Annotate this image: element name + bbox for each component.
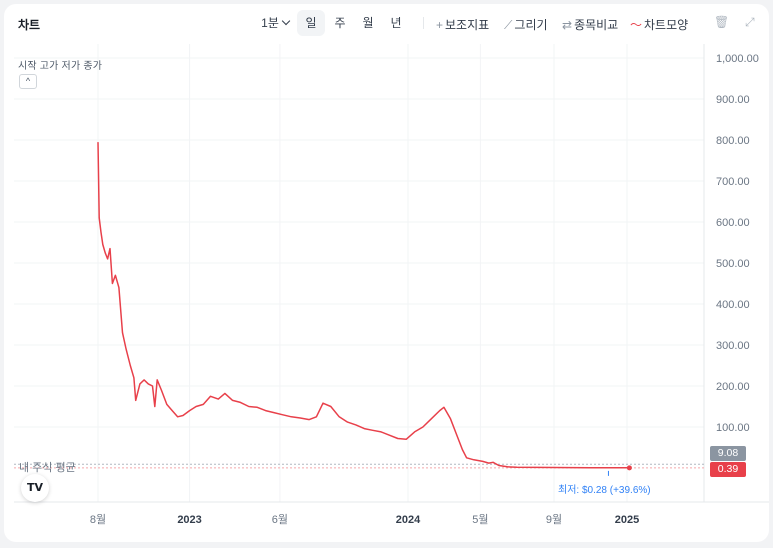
y-tick-label: 300.00 [716,340,750,352]
timeframe-year-tab[interactable]: 년 [390,16,402,30]
draw-button[interactable]: ⟋ 그리기 [504,16,548,33]
line-chart-icon: 〜 [630,18,643,32]
x-tick-label: 6월 [272,513,288,526]
x-tick-label: 9월 [546,513,562,526]
x-tick-label: 2023 [177,514,201,526]
swap-icon: ⇄ [562,18,573,32]
chart-header: 차트 1분 일 주 월 년 + 보조지표 ⟋ 그리기 ⇄ 종목비교 〜 차트모양 🗑 ⤢ [4,4,769,42]
chart-style-label: 차트모양 [644,18,689,32]
low-price-label: 최저: $0.28 (+39.6%) [558,485,651,496]
x-tick-label: 2024 [396,514,421,526]
draw-label: 그리기 [514,18,548,32]
y-tick-label: 500.00 [716,258,750,270]
timeframe-1min-dropdown[interactable]: 1분 [256,10,294,36]
x-tick-label: 2025 [615,514,639,526]
y-tick-label: 1,000.00 [716,53,759,65]
timeframe-week-tab[interactable]: 주 [334,16,346,30]
chart-title: 차트 [18,18,41,32]
x-tick-label: 5월 [472,513,488,526]
pencil-icon: ⟋ [504,18,513,32]
compare-button[interactable]: ⇄ 종목비교 [562,16,618,33]
compare-label: 종목비교 [574,18,619,32]
timeframe-1min-label: 1분 [261,16,279,30]
last-price-dot [626,465,632,471]
y-tick-label: 100.00 [716,422,750,434]
indicators-button[interactable]: + 보조지표 [436,16,489,33]
avg-price-badge: 9.08 [710,446,746,461]
y-tick-label: 700.00 [716,176,750,188]
tradingview-logo[interactable]: TV [21,474,49,502]
trash-icon[interactable]: 🗑 [714,15,730,29]
expand-icon[interactable]: ⤢ [745,15,755,29]
indicators-label: 보조지표 [445,18,490,32]
y-tick-label: 800.00 [716,135,750,147]
plus-icon: + [436,18,444,32]
timeframe-day-tab[interactable]: 일 [297,10,325,36]
price-chart[interactable]: 1,000.00 900.00 800.00 700.00 600.00 500.00 40… [4,4,769,542]
chart-style-button[interactable]: 〜 차트모양 [630,16,688,33]
price-series-line [97,142,630,469]
chart-card: 차트 1분 일 주 월 년 + 보조지표 ⟋ 그리기 ⇄ 종목비교 〜 차트모양 🗑 ⤢… [4,4,769,542]
chevron-up-icon: ^ [25,76,31,86]
y-tick-label: 200.00 [716,381,750,393]
avg-price-label: 내 주식 평균 [19,462,76,474]
timeframe-month-tab[interactable]: 월 [362,16,374,30]
ohlc-legend: 시작 고가 저가 종가 [18,61,103,72]
y-tick-label: 900.00 [716,94,750,106]
header-divider [423,17,424,29]
legend-collapse-button[interactable]: ^ [19,74,37,89]
current-price-badge: 0.39 [710,462,746,477]
y-tick-label: 600.00 [716,217,750,229]
x-tick-label: 8월 [90,513,106,526]
y-tick-label: 400.00 [716,299,750,311]
